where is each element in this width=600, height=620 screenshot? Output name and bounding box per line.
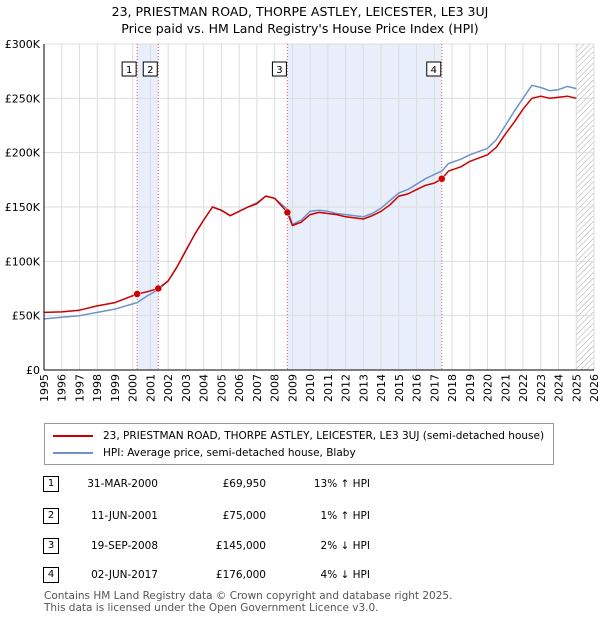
x-tick-label: 1998 — [91, 374, 104, 402]
x-tick-label: 2008 — [269, 374, 282, 402]
x-tick-label: 2001 — [144, 374, 157, 402]
x-tick-label: 2020 — [482, 374, 495, 402]
chart-legend: 23, PRIESTMAN ROAD, THORPE ASTLEY, LEICE… — [44, 423, 554, 465]
transaction-row: 3 19-SEP-2008 £145,000 2% ↓ HPI — [0, 538, 600, 558]
transaction-row: 1 31-MAR-2000 £69,950 13% ↑ HPI — [0, 476, 600, 496]
x-tick-label: 2022 — [517, 374, 530, 402]
x-tick-label: 2021 — [499, 374, 512, 402]
x-tick-label: 2010 — [304, 374, 317, 402]
sale-point — [133, 290, 141, 298]
x-tick-label: 2007 — [251, 374, 264, 402]
x-tick-label: 2024 — [553, 374, 566, 402]
sale-label-box — [142, 61, 158, 77]
x-tick-label: 1996 — [56, 374, 69, 402]
transaction-hpi: 1% ↑ HPI — [320, 510, 370, 522]
x-tick-label: 2026 — [588, 374, 600, 402]
sale-label-box — [121, 61, 137, 77]
transaction-hpi: 13% ↑ HPI — [313, 478, 370, 490]
transaction-row: 4 02-JUN-2017 £176,000 4% ↓ HPI — [0, 567, 600, 587]
legend-label-hpi: HPI: Average price, semi-detached house,… — [103, 447, 356, 459]
transaction-date: 19-SEP-2008 — [90, 540, 158, 552]
sale-point — [283, 208, 292, 217]
y-tick-label: £100K — [5, 255, 41, 268]
x-tick-label: 2003 — [180, 374, 193, 402]
x-tick-label: 1999 — [109, 374, 122, 402]
transaction-price: £75,000 — [222, 510, 266, 522]
transaction-hpi: 4% ↓ HPI — [320, 569, 370, 581]
transaction-date: 11-JUN-2001 — [91, 510, 158, 522]
legend-swatch-price — [53, 435, 93, 437]
x-tick-label: 2014 — [375, 374, 388, 402]
footer-line-copyright: Contains HM Land Registry data © Crown c… — [44, 590, 453, 602]
y-tick-label: £200K — [5, 147, 41, 160]
sale-label: 3 — [276, 65, 282, 76]
x-tick-label: 2004 — [198, 374, 211, 402]
sale-label: 4 — [431, 65, 437, 76]
legend-item-hpi: HPI: Average price, semi-detached house,… — [53, 445, 356, 461]
x-tick-label: 2002 — [162, 374, 175, 402]
x-tick-label: 2011 — [322, 374, 335, 402]
x-tick-label: 2009 — [286, 374, 299, 402]
x-tick-label: 2013 — [357, 374, 370, 402]
transaction-price: £69,950 — [222, 478, 266, 490]
y-tick-label: £0 — [26, 364, 40, 377]
y-tick-label: £150K — [5, 201, 41, 214]
x-tick-label: 2025 — [570, 374, 583, 402]
legend-swatch-hpi — [53, 452, 93, 454]
x-tick-label: 2012 — [340, 374, 353, 402]
transaction-row: 2 11-JUN-2001 £75,000 1% ↑ HPI — [0, 508, 600, 528]
transaction-number: 4 — [43, 567, 59, 583]
transaction-hpi: 2% ↓ HPI — [320, 540, 370, 552]
sale-label-box — [271, 61, 287, 77]
footer-attribution: Contains HM Land Registry data © Crown c… — [44, 590, 452, 614]
x-tick-label: 2017 — [428, 374, 441, 402]
legend-label-price: 23, PRIESTMAN ROAD, THORPE ASTLEY, LEICE… — [103, 430, 545, 442]
price-chart: 1 2 3 4 £0 £50K £100K £150K £200K £250K £300K 1995… — [5, 38, 600, 402]
sale-label: 1 — [126, 65, 132, 76]
y-tick-label: £250K — [5, 92, 41, 105]
footer-line-licence: This data is licensed under the Open Gov… — [44, 602, 379, 614]
transaction-number: 3 — [43, 538, 59, 554]
transaction-number: 1 — [43, 476, 59, 492]
price-paid-line — [43, 95, 577, 314]
x-tick-label: 2000 — [127, 374, 140, 402]
x-tick-label: 2016 — [411, 374, 424, 402]
sale-label-box — [426, 61, 442, 77]
transaction-price: £176,000 — [215, 569, 266, 581]
chart-title: 23, PRIESTMAN ROAD, THORPE ASTLEY, LEICE… — [111, 4, 489, 19]
x-tick-label: 2015 — [393, 374, 406, 402]
x-tick-label: 1997 — [73, 374, 86, 402]
y-tick-label: £50K — [12, 310, 41, 323]
transaction-date: 02-JUN-2017 — [91, 569, 158, 581]
x-tick-label: 2019 — [464, 374, 477, 402]
x-tick-label: 2005 — [215, 374, 228, 402]
x-tick-label: 1995 — [38, 374, 51, 402]
sale-label: 2 — [147, 65, 153, 76]
sale-point — [154, 284, 163, 293]
transaction-date: 31-MAR-2000 — [87, 478, 158, 490]
x-tick-label: 2023 — [535, 374, 548, 402]
x-tick-label: 2018 — [446, 374, 459, 402]
x-tick-label: 2006 — [233, 374, 246, 402]
chart-subtitle: Price paid vs. HM Land Registry's House … — [121, 21, 479, 36]
legend-item-price: 23, PRIESTMAN ROAD, THORPE ASTLEY, LEICE… — [53, 428, 544, 444]
transaction-price: £145,000 — [215, 540, 266, 552]
y-tick-label: £300K — [5, 38, 41, 51]
sale-point — [438, 174, 446, 183]
transaction-number: 2 — [43, 508, 59, 524]
